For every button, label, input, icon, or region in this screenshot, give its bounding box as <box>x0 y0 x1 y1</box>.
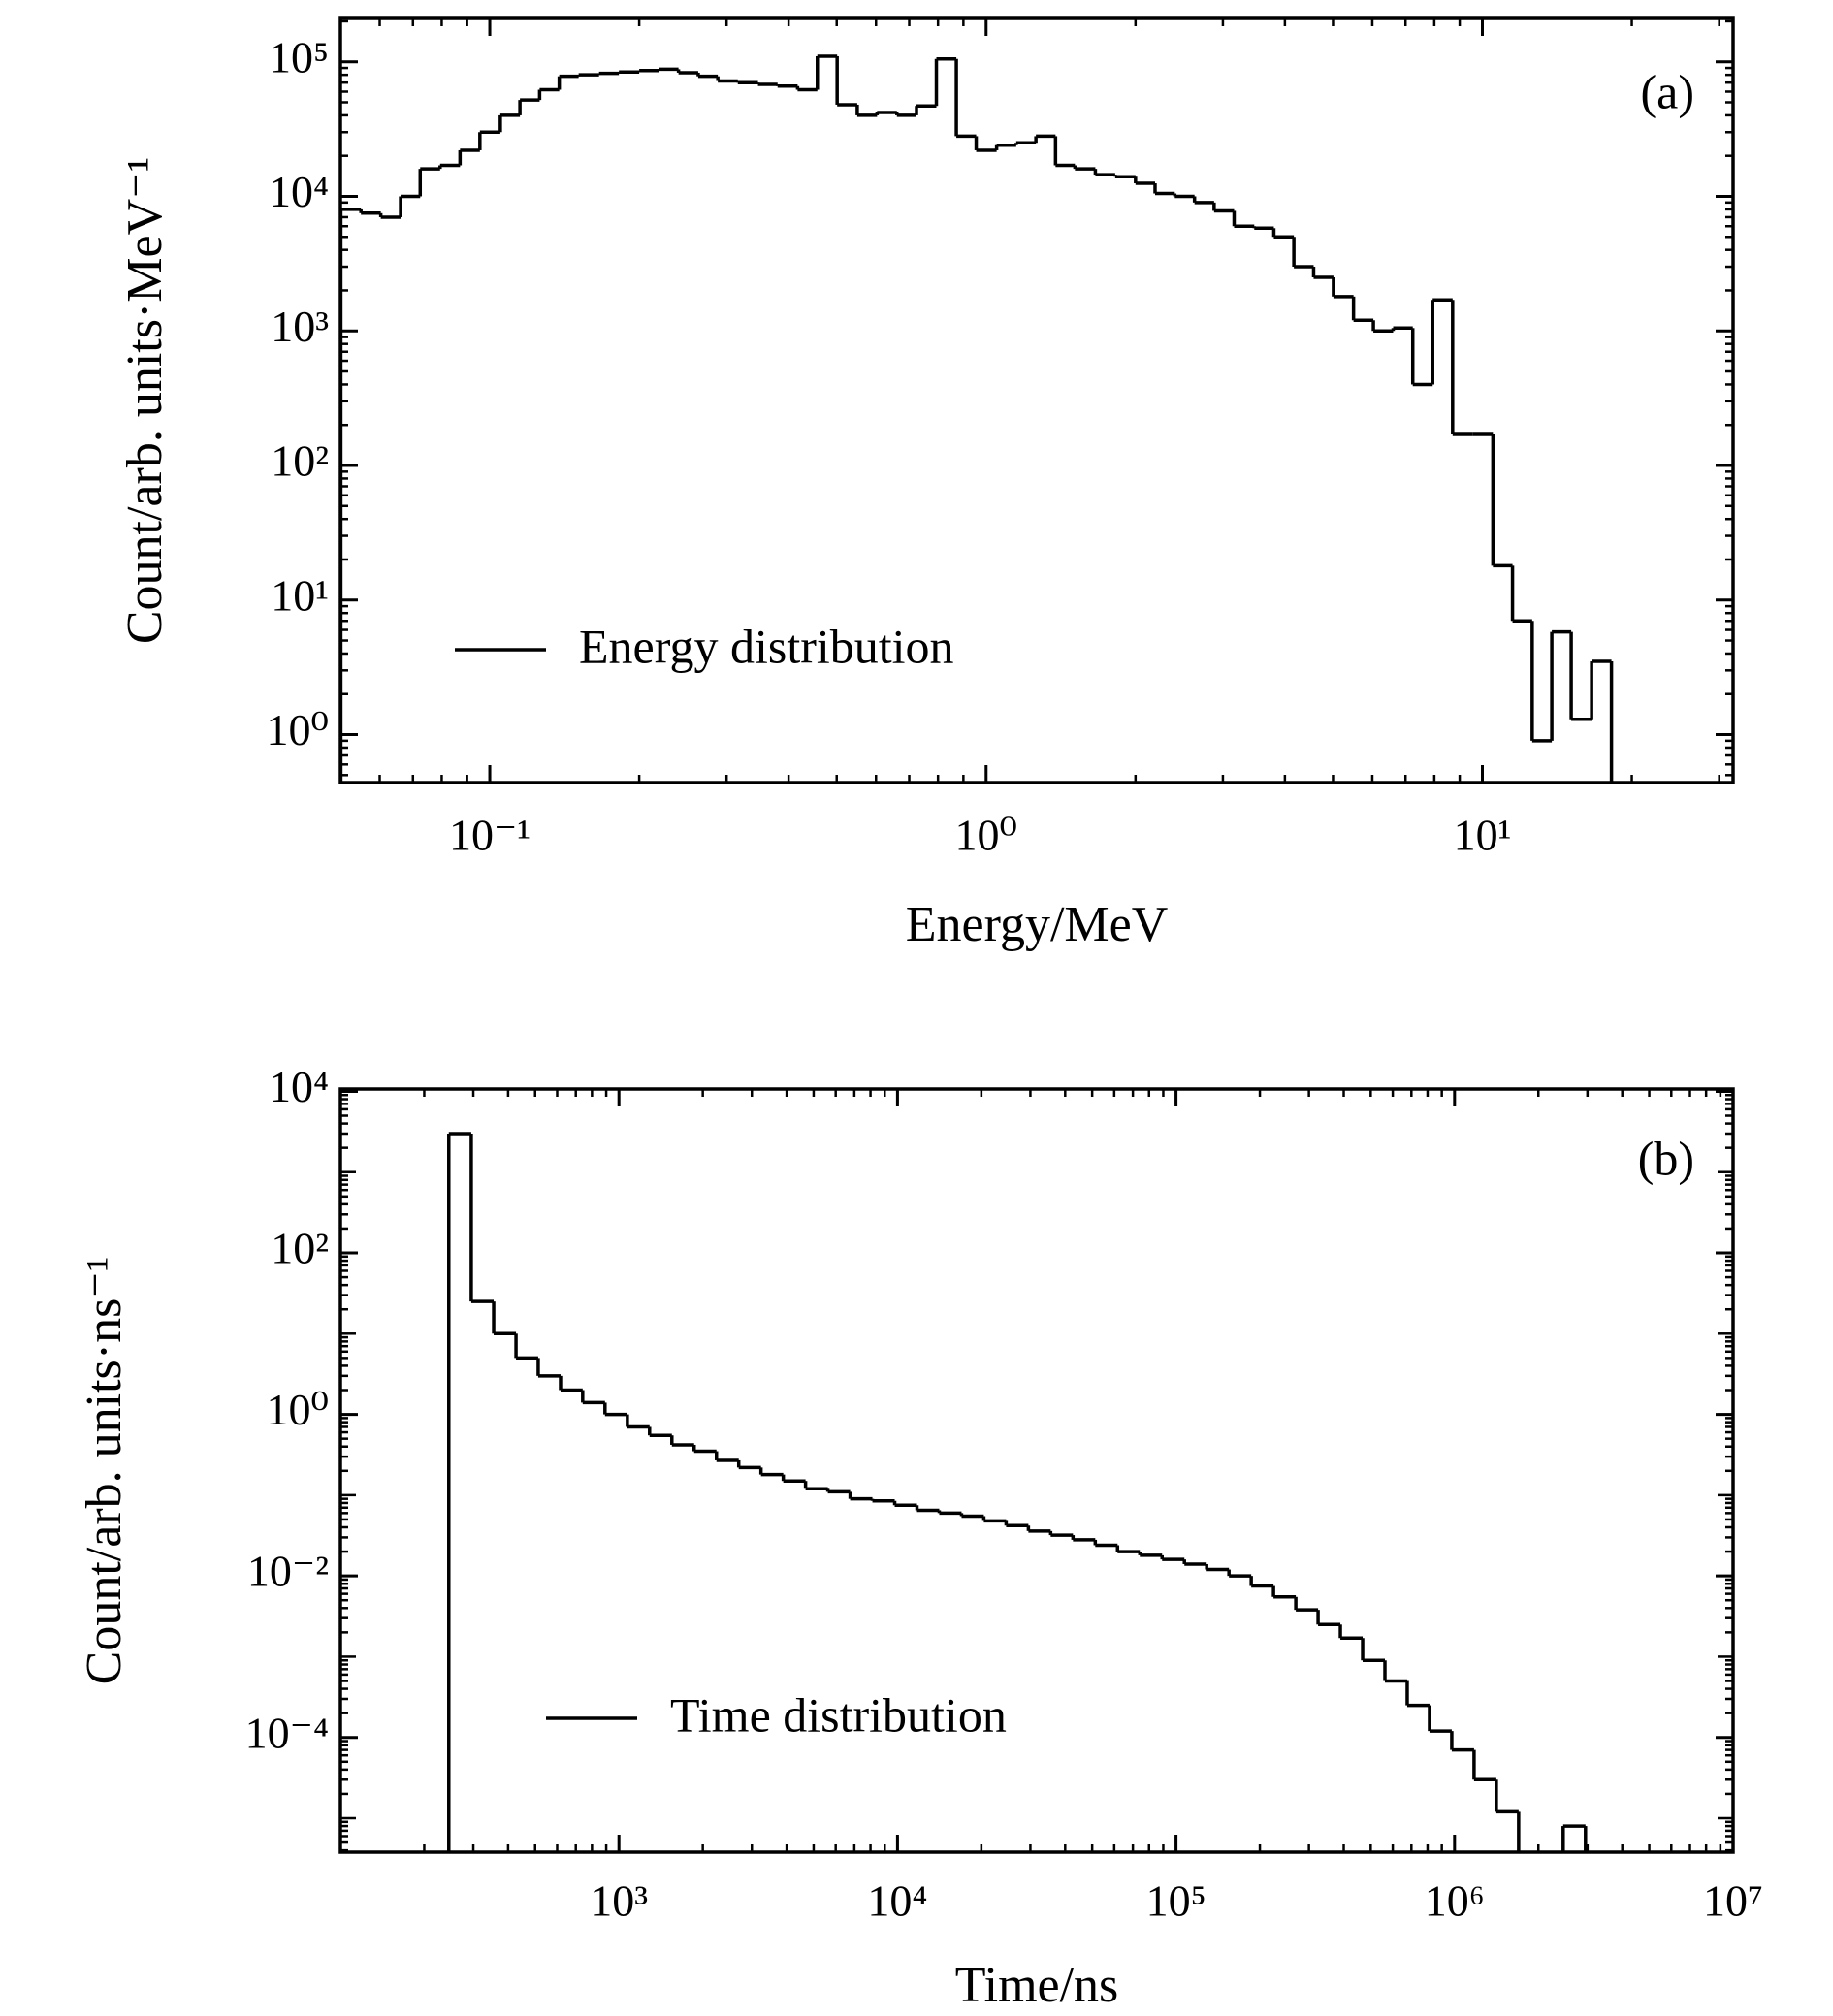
y-tick-label: 10² <box>271 436 329 486</box>
x-axis-label: Time/ns <box>955 1958 1119 2013</box>
y-tick-label: 10⁻² <box>247 1547 329 1596</box>
x-tick-label: 10³ <box>590 1876 648 1926</box>
histogram <box>340 54 1614 783</box>
y-tick-label: 10⁰ <box>267 705 329 754</box>
legend-label: Time distribution <box>670 1687 1007 1742</box>
y-axis-label: Count/arb. units·MeV⁻¹ <box>117 157 173 644</box>
legend-label: Energy distribution <box>579 619 954 673</box>
y-tick-label: 10⁴ <box>269 1062 329 1111</box>
x-tick-label: 10⁰ <box>955 811 1017 860</box>
y-tick-label: 10⁻⁴ <box>245 1708 329 1757</box>
y-tick-label: 10⁰ <box>267 1385 329 1434</box>
y-tick-label: 10² <box>271 1224 329 1273</box>
x-tick-label: 10¹ <box>1454 811 1512 860</box>
plot-frame <box>338 1087 1735 1854</box>
y-tick-label: 10⁴ <box>269 167 329 216</box>
x-tick-label: 10⁵ <box>1146 1876 1206 1926</box>
y-tick-label: 10¹ <box>271 570 329 620</box>
panel-label: (a) <box>1641 64 1695 118</box>
panel-label: (b) <box>1638 1131 1694 1185</box>
histogram <box>447 1132 1588 1852</box>
plot-frame <box>338 16 1735 784</box>
y-tick-label: 10⁵ <box>269 32 329 81</box>
y-axis-label: Count/arb. units·ns⁻¹ <box>77 1257 132 1685</box>
panel: 10³ 10⁴ 10⁵ 10⁶ 10⁷ 10⁻⁴ 10⁻² 10⁰ 10² 10⁴ Time dis… <box>77 1062 1763 2013</box>
panel: 10⁻¹ 10⁰ 10¹ 10⁰ 10¹ 10² 10³ 10⁴ 10⁵ Energy distr… <box>117 16 1735 952</box>
x-tick-label: 10⁴ <box>867 1876 927 1926</box>
x-tick-label: 10⁻¹ <box>449 811 531 860</box>
x-tick-label: 10⁷ <box>1703 1876 1763 1926</box>
y-tick-label: 10³ <box>271 302 329 351</box>
x-axis-label: Energy/MeV <box>906 897 1169 952</box>
x-tick-label: 10⁶ <box>1425 1876 1485 1926</box>
